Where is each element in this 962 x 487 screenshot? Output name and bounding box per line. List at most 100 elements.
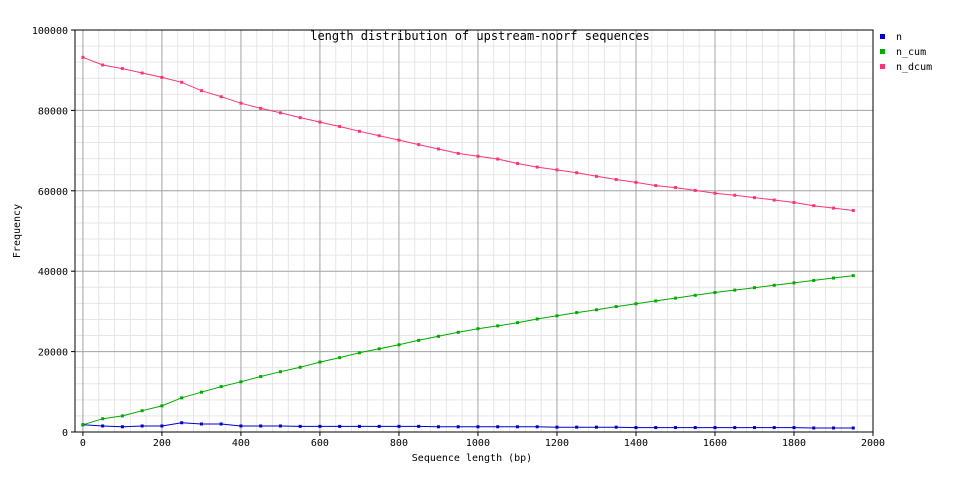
series-n_dcum <box>81 55 855 212</box>
data-point-n <box>851 426 855 430</box>
plot-frame <box>74 29 874 433</box>
data-point-n <box>397 424 401 428</box>
data-point-n_cum <box>199 390 203 394</box>
data-point-n_dcum <box>713 191 717 195</box>
data-point-n_cum <box>278 370 282 374</box>
data-point-n_dcum <box>693 188 697 192</box>
data-point-n <box>456 425 460 429</box>
data-point-n_cum <box>772 283 776 287</box>
y-tick-label: 20000 <box>38 348 68 359</box>
data-point-n_dcum <box>456 151 460 155</box>
data-point-n_dcum <box>476 154 480 158</box>
data-point-n_cum <box>239 380 243 384</box>
data-point-n_cum <box>673 296 677 300</box>
data-point-n_dcum <box>436 147 440 151</box>
data-point-n_cum <box>120 414 124 418</box>
data-point-n_cum <box>515 321 519 325</box>
x-tick-label: 800 <box>390 438 408 449</box>
data-point-n <box>693 426 697 430</box>
y-axis-title: Frequency <box>12 204 23 258</box>
data-point-n <box>278 424 282 428</box>
data-point-n_dcum <box>733 193 737 197</box>
data-point-n <box>792 426 796 430</box>
data-point-n_cum <box>752 286 756 290</box>
data-point-n <box>101 424 105 428</box>
data-point-n_cum <box>575 311 579 315</box>
data-point-n <box>259 424 263 428</box>
data-point-n <box>831 426 835 430</box>
y-tick-label: 0 <box>62 428 68 439</box>
data-point-n <box>575 425 579 429</box>
chart-title: length distribution of upstream-noorf se… <box>310 29 650 43</box>
data-point-n <box>752 426 756 430</box>
data-point-n_cum <box>476 327 480 331</box>
data-point-n_cum <box>713 291 717 295</box>
data-point-n_cum <box>259 375 263 379</box>
legend-label: n_cum <box>896 47 926 58</box>
data-point-n_dcum <box>812 204 816 208</box>
data-point-n <box>713 426 717 430</box>
data-point-n_dcum <box>357 129 361 133</box>
major-grid <box>75 29 874 433</box>
data-point-n_cum <box>357 351 361 355</box>
data-point-n_cum <box>831 276 835 280</box>
data-point-n_dcum <box>160 75 164 79</box>
data-point-n_dcum <box>614 178 618 182</box>
data-point-n_cum <box>338 356 342 360</box>
x-tick-label: 600 <box>311 438 329 449</box>
x-tick-label: 1200 <box>545 438 569 449</box>
data-point-n_cum <box>318 360 322 364</box>
x-tick-label: 1600 <box>703 438 727 449</box>
legend-swatch <box>880 34 885 39</box>
data-point-n_dcum <box>318 120 322 124</box>
data-point-n_dcum <box>298 116 302 120</box>
data-point-n_cum <box>792 281 796 285</box>
data-point-n <box>318 424 322 428</box>
data-point-n <box>654 426 658 430</box>
data-point-n <box>673 426 677 430</box>
series-line-n_dcum <box>82 56 854 211</box>
data-point-n_dcum <box>397 138 401 142</box>
y-tick-label: 80000 <box>38 106 68 117</box>
data-point-n_cum <box>140 409 144 413</box>
legend-item-n_dcum: n_dcum <box>880 62 932 73</box>
series-line-n <box>82 422 854 429</box>
data-point-n_dcum <box>338 124 342 128</box>
data-point-n <box>733 426 737 430</box>
x-tick-label: 2000 <box>861 438 885 449</box>
data-point-n <box>120 425 124 429</box>
data-point-n_dcum <box>752 196 756 200</box>
data-point-n <box>772 426 776 430</box>
data-point-n_cum <box>496 324 500 328</box>
x-tick-label: 1400 <box>624 438 648 449</box>
legend-label: n <box>896 32 902 43</box>
data-point-n <box>180 421 184 425</box>
data-point-n_cum <box>555 314 559 318</box>
data-point-n_cum <box>634 302 638 306</box>
data-point-n <box>436 425 440 429</box>
data-point-n <box>812 426 816 430</box>
y-tick-label: 40000 <box>38 267 68 278</box>
x-tick-label: 400 <box>232 438 250 449</box>
data-point-n <box>377 424 381 428</box>
data-point-n <box>476 425 480 429</box>
x-tick-label: 1000 <box>466 438 490 449</box>
data-point-n <box>239 424 243 428</box>
data-point-n <box>535 425 539 429</box>
data-point-n_cum <box>812 278 816 282</box>
data-point-n_dcum <box>278 111 282 115</box>
data-point-n_dcum <box>831 206 835 210</box>
data-point-n_cum <box>851 274 855 278</box>
data-point-n_cum <box>160 404 164 408</box>
series-n_cum <box>81 274 855 427</box>
data-point-n <box>199 422 203 426</box>
data-point-n_dcum <box>555 168 559 172</box>
data-point-n_dcum <box>535 165 539 169</box>
legend-item-n: n <box>880 32 902 43</box>
x-tick-label: 1800 <box>782 438 806 449</box>
data-point-n_cum <box>377 347 381 351</box>
data-point-n <box>614 425 618 429</box>
data-point-n_dcum <box>219 95 223 99</box>
x-axis-ticks: 0 200 400 600 800 1000 1200 1400 1600 1800 2000 <box>80 432 885 449</box>
